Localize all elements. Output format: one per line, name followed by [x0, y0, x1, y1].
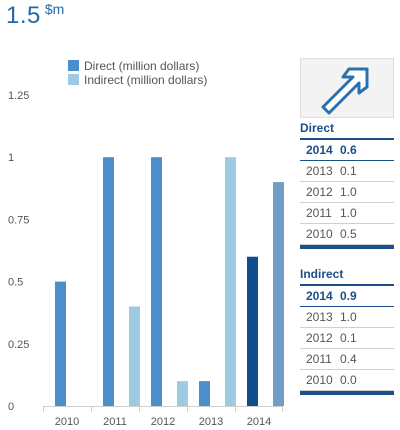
- y-tick-label: 1.25: [8, 90, 29, 102]
- bar-direct-2011: [103, 157, 114, 406]
- bar-direct-2012: [151, 157, 162, 406]
- table-row: 2011 1.0: [300, 203, 394, 224]
- table-row: 2014 0.9: [300, 286, 394, 307]
- legend-label: Indirect (million dollars): [84, 73, 207, 87]
- headline-unit: $m: [44, 1, 65, 17]
- row-value: 0.1: [340, 164, 357, 178]
- data-tables: Direct 2014 0.6 2013 0.1 2012 1.0 2011 1.0 2010 0.…: [300, 118, 394, 395]
- legend-swatch: [68, 74, 79, 85]
- bar-indirect-2012: [177, 381, 188, 406]
- y-tick-label: 0.75: [8, 214, 29, 226]
- trend-box: [300, 58, 394, 118]
- table-indirect: Indirect 2014 0.9 2013 1.0 2012 0.1 2011 0.4 2010…: [300, 264, 394, 395]
- row-year: 2012: [306, 331, 333, 345]
- row-year: 2013: [306, 164, 333, 178]
- row-year: 2011: [306, 352, 332, 366]
- bar-direct-2014: [247, 256, 258, 406]
- legend-label: Direct (million dollars): [84, 59, 199, 73]
- bar-chart: 0 0.25 0.5 0.75 1 1.25 2010 2011 2012 2013 2014 Dir…: [8, 59, 284, 428]
- table-row: 2010 0.0: [300, 370, 394, 391]
- row-year: 2014: [306, 143, 333, 157]
- x-tick-label: 2010: [55, 416, 79, 428]
- arrow-up-right-icon: [321, 67, 369, 115]
- row-value: 0.4: [340, 352, 357, 366]
- table-end-bar: [300, 391, 394, 395]
- bar-direct-2013: [199, 381, 210, 406]
- bar-indirect-2014: [273, 182, 284, 406]
- table-row: 2013 0.1: [300, 161, 394, 182]
- row-value: 0.9: [340, 289, 357, 303]
- row-year: 2013: [306, 310, 333, 324]
- row-year: 2012: [306, 185, 333, 199]
- x-tick-label: 2013: [199, 416, 223, 428]
- row-year: 2014: [306, 289, 333, 303]
- table-row: 2010 0.5: [300, 224, 394, 245]
- headline: 1.5 $m: [6, 1, 65, 32]
- row-value: 0.5: [340, 227, 357, 241]
- row-value: 1.0: [340, 185, 357, 199]
- table-row: 2013 1.0: [300, 307, 394, 328]
- row-year: 2010: [306, 227, 333, 241]
- y-tick-label: 1: [8, 152, 14, 164]
- table-end-bar: [300, 245, 394, 249]
- table-title: Direct: [300, 118, 394, 140]
- table-row: 2012 0.1: [300, 328, 394, 349]
- table-title: Indirect: [300, 264, 394, 286]
- bar-direct-2010: [55, 281, 66, 406]
- row-value: 0.6: [340, 143, 357, 157]
- y-tick-label: 0: [8, 401, 14, 413]
- row-year: 2010: [306, 373, 333, 387]
- row-value: 1.0: [340, 310, 357, 324]
- x-tick-label: 2012: [151, 416, 175, 428]
- table-row: 2011 0.4: [300, 349, 394, 370]
- bar-indirect-2013: [225, 157, 236, 406]
- headline-value: 1.5: [6, 2, 41, 29]
- legend-swatch: [68, 60, 79, 71]
- row-value: 1.0: [340, 206, 357, 220]
- y-tick-label: 0.5: [8, 277, 23, 289]
- bar-indirect-2011: [129, 306, 140, 406]
- table-direct: Direct 2014 0.6 2013 0.1 2012 1.0 2011 1.0 2010 0.…: [300, 118, 394, 249]
- x-tick-label: 2011: [103, 416, 127, 428]
- table-row: 2012 1.0: [300, 182, 394, 203]
- row-year: 2011: [306, 206, 332, 220]
- side-panel: Direct 2014 0.6 2013 0.1 2012 1.0 2011 1.0 2010 0.…: [300, 58, 394, 395]
- y-tick-label: 0.25: [8, 339, 29, 351]
- row-value: 0.1: [340, 331, 357, 345]
- table-row: 2014 0.6: [300, 140, 394, 161]
- x-tick-label: 2014: [247, 416, 271, 428]
- row-value: 0.0: [340, 373, 357, 387]
